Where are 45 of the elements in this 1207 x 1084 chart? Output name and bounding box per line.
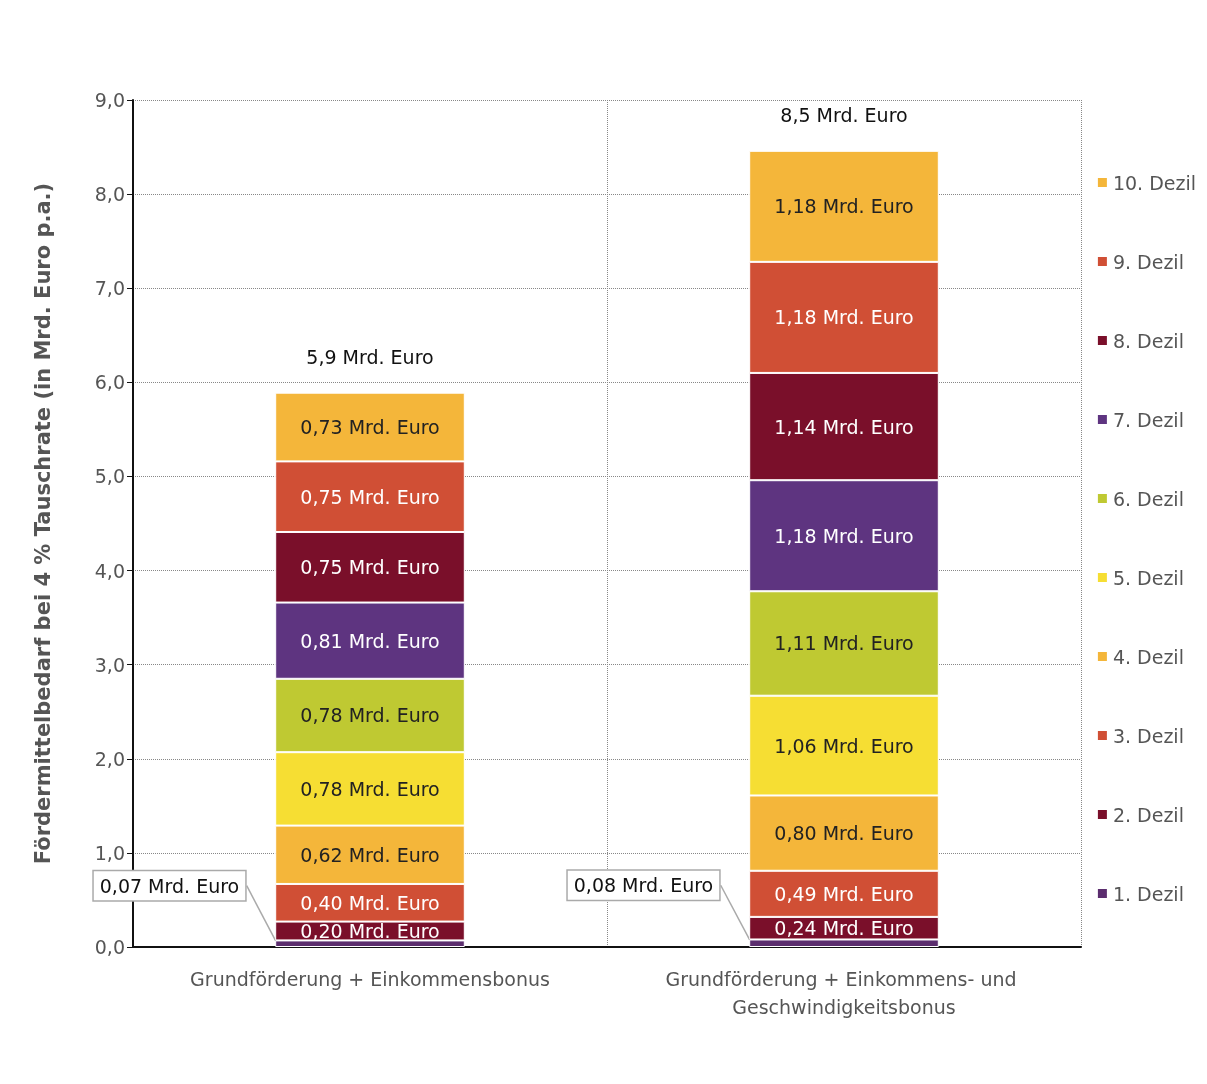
y-axis-title: Fördermittelbedarf bei 4 % Tauschrate (in Mrd. Euro p.a.) bbox=[30, 182, 55, 865]
y-tick-label: 1,0 bbox=[94, 841, 125, 864]
data-label: 1,18 Mrd. Euro bbox=[774, 524, 914, 547]
data-label: 0,07 Mrd. Euro bbox=[99, 874, 240, 897]
x-tick-label: Grundförderung + Einkommensbonus bbox=[190, 968, 550, 990]
legend-label: 5. Dezil bbox=[1112, 566, 1184, 589]
y-tick-label: 8,0 bbox=[94, 183, 125, 206]
data-label: 0,78 Mrd. Euro bbox=[300, 777, 440, 800]
data-label: 0,08 Mrd. Euro bbox=[573, 874, 714, 897]
data-label: 0,73 Mrd. Euro bbox=[300, 416, 440, 439]
y-tick-label: 5,0 bbox=[94, 465, 125, 488]
data-label: 0,81 Mrd. Euro bbox=[300, 629, 440, 652]
data-label: 1,18 Mrd. Euro bbox=[774, 195, 914, 218]
total-label: 5,9 Mrd. Euro bbox=[306, 346, 434, 369]
data-label: 0,75 Mrd. Euro bbox=[300, 556, 440, 579]
legend-label: 7. Dezil bbox=[1112, 408, 1184, 431]
legend-label: 6. Dezil bbox=[1112, 487, 1184, 510]
legend-label: 8. Dezil bbox=[1112, 329, 1184, 352]
legend-label: 1. Dezil bbox=[1112, 882, 1184, 905]
y-tick-label: 2,0 bbox=[94, 747, 125, 770]
y-tick-label: 9,0 bbox=[94, 89, 125, 111]
data-label: 0,20 Mrd. Euro bbox=[300, 920, 440, 942]
legend-label: 9. Dezil bbox=[1112, 250, 1184, 273]
y-tick-label: 7,0 bbox=[94, 277, 125, 300]
legend-label: 4. Dezil bbox=[1112, 645, 1184, 668]
data-label: 1,14 Mrd. Euro bbox=[774, 415, 914, 438]
y-tick-label: 0,0 bbox=[94, 936, 125, 958]
data-label: 0,62 Mrd. Euro bbox=[300, 843, 440, 866]
data-label: 0,40 Mrd. Euro bbox=[300, 891, 440, 914]
total-label: 8,5 Mrd. Euro bbox=[780, 104, 908, 127]
data-label: 0,24 Mrd. Euro bbox=[774, 917, 914, 940]
x-tick-label: Grundförderung + Einkommens- und Geschwindigkeitsbonus bbox=[665, 968, 1023, 1018]
data-label: 0,78 Mrd. Euro bbox=[300, 704, 440, 727]
legend-label: 3. Dezil bbox=[1112, 724, 1184, 747]
data-label: 1,18 Mrd. Euro bbox=[774, 306, 914, 329]
data-label: 0,80 Mrd. Euro bbox=[774, 822, 914, 845]
y-tick-label: 3,0 bbox=[94, 653, 125, 676]
legend-label: 10. Dezil bbox=[1112, 171, 1196, 194]
data-label: 0,49 Mrd. Euro bbox=[774, 882, 914, 905]
data-label: 0,75 Mrd. Euro bbox=[300, 485, 440, 508]
data-label: 1,11 Mrd. Euro bbox=[774, 632, 914, 655]
y-tick-label: 4,0 bbox=[94, 559, 125, 582]
y-tick-label: 6,0 bbox=[94, 371, 125, 394]
legend-label: 2. Dezil bbox=[1112, 803, 1184, 826]
data-label: 1,06 Mrd. Euro bbox=[774, 734, 914, 757]
